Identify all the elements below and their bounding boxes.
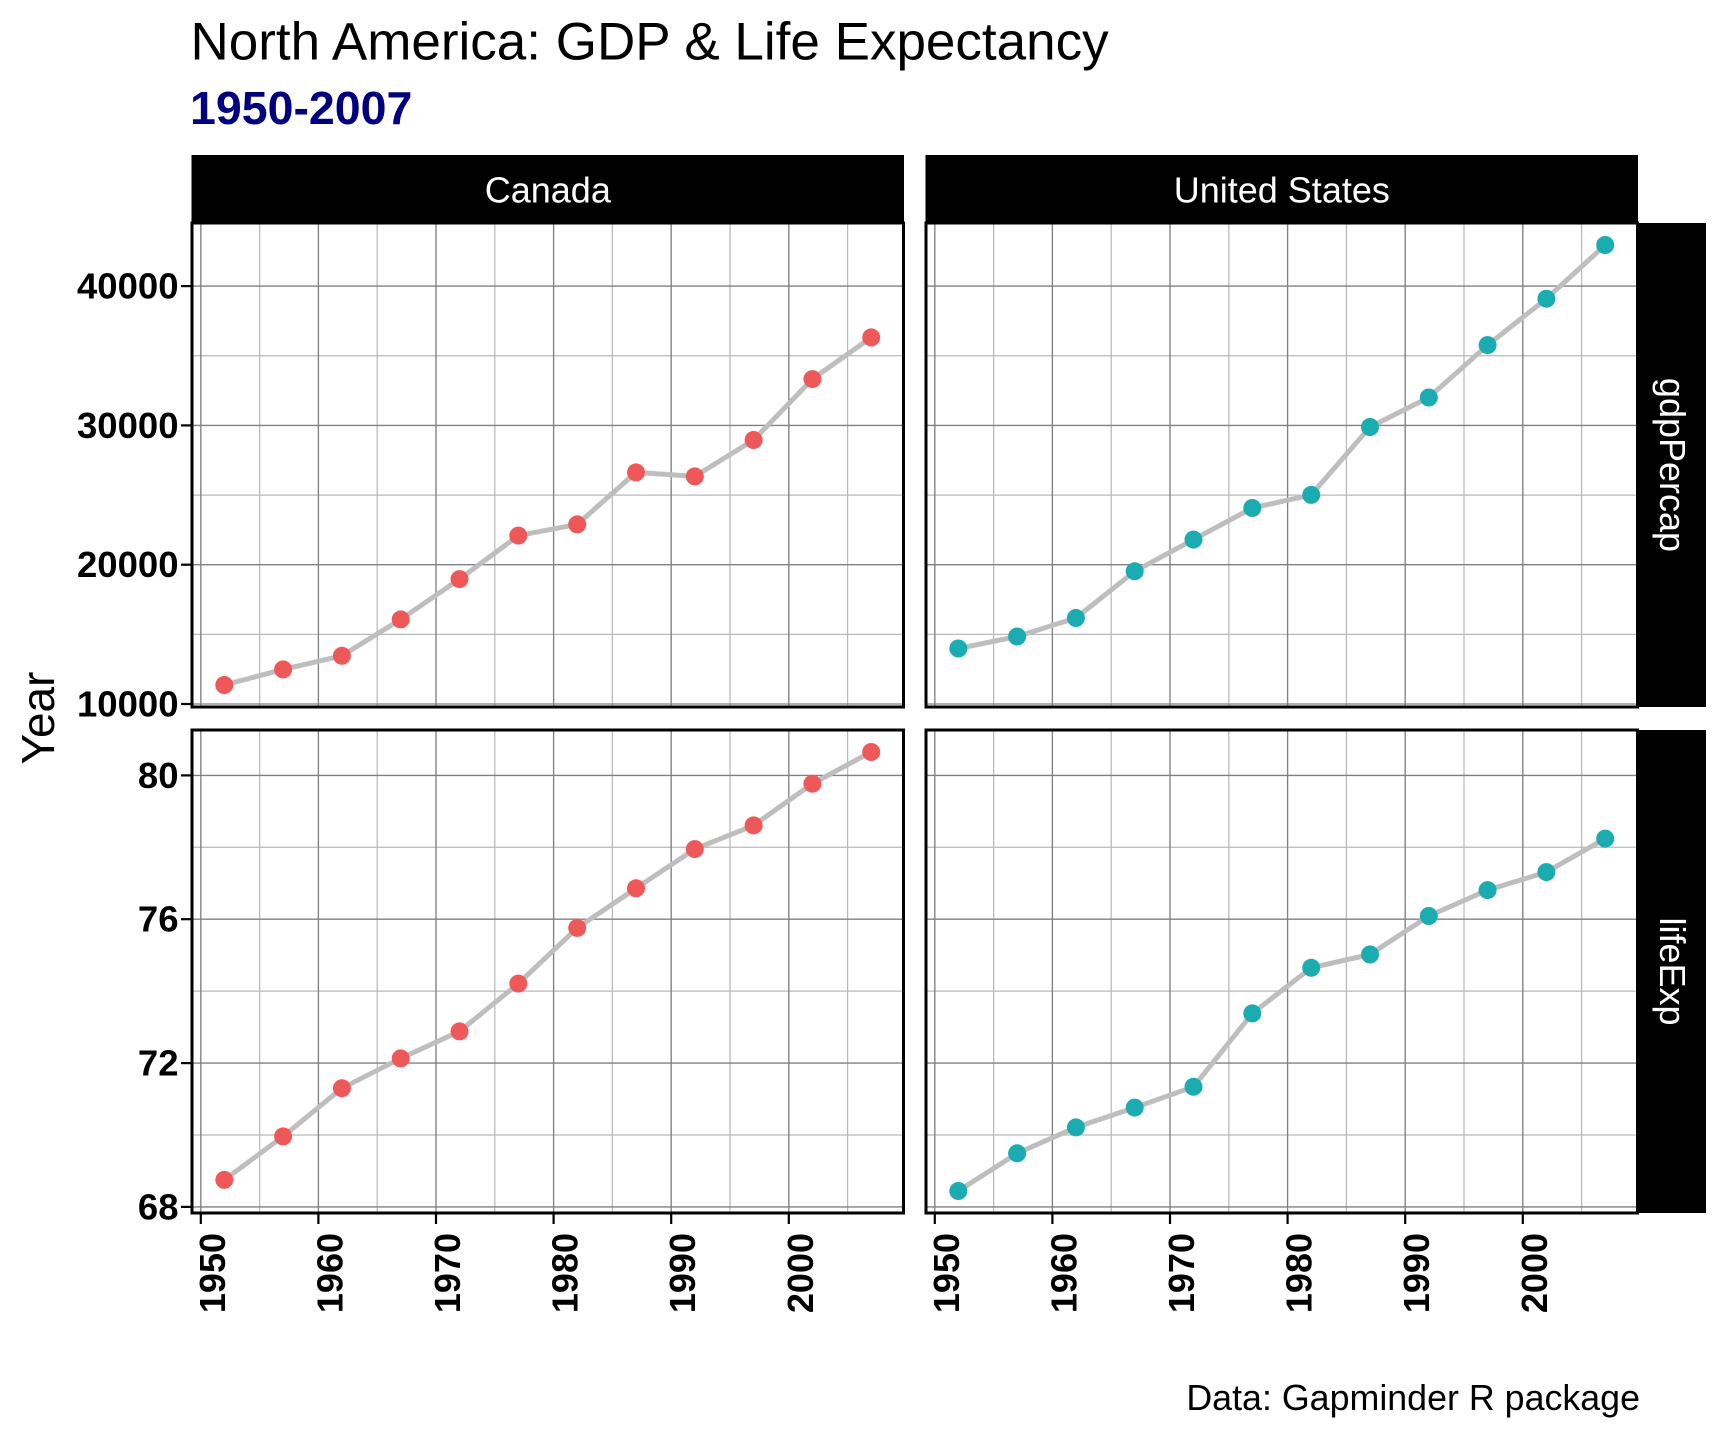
svg-text:1950-2007: 1950-2007 [190, 82, 412, 134]
svg-text:Canada: Canada [485, 170, 612, 211]
svg-text:20000: 20000 [77, 544, 179, 585]
svg-text:1970: 1970 [1161, 1233, 1202, 1313]
svg-text:1960: 1960 [309, 1233, 350, 1313]
svg-text:Data: Gapminder R package: Data: Gapminder R package [1186, 1378, 1640, 1418]
svg-text:76: 76 [138, 899, 179, 940]
svg-text:40000: 40000 [77, 266, 179, 307]
svg-text:1950: 1950 [926, 1233, 967, 1313]
svg-text:68: 68 [138, 1186, 179, 1227]
svg-text:gdpPercap: gdpPercap [1652, 378, 1693, 552]
svg-text:10000: 10000 [77, 684, 179, 725]
svg-text:80: 80 [138, 755, 179, 796]
svg-text:1970: 1970 [427, 1233, 468, 1313]
svg-text:1980: 1980 [1279, 1233, 1320, 1313]
svg-text:1950: 1950 [192, 1233, 233, 1313]
svg-text:72: 72 [138, 1043, 179, 1084]
svg-text:2000: 2000 [1514, 1233, 1555, 1313]
svg-text:30000: 30000 [77, 405, 179, 446]
svg-text:2000: 2000 [780, 1233, 821, 1313]
svg-text:1990: 1990 [662, 1233, 703, 1313]
svg-text:United States: United States [1174, 170, 1390, 211]
svg-text:Year: Year [12, 672, 64, 765]
svg-text:lifeExp: lifeExp [1652, 917, 1693, 1025]
svg-text:North America: GDP & Life Expe: North America: GDP & Life Expectancy [191, 13, 1110, 72]
svg-text:1960: 1960 [1043, 1233, 1084, 1313]
svg-text:1980: 1980 [545, 1233, 586, 1313]
svg-text:1990: 1990 [1396, 1233, 1437, 1313]
